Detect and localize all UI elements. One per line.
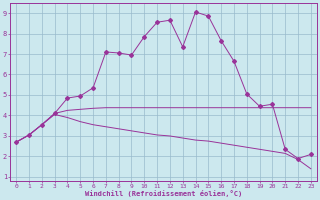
X-axis label: Windchill (Refroidissement éolien,°C): Windchill (Refroidissement éolien,°C) bbox=[85, 190, 242, 197]
